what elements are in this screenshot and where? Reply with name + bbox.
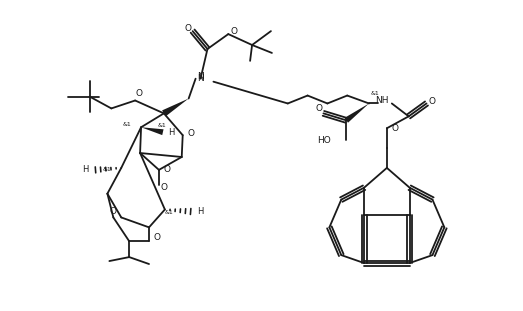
Text: &1: &1: [157, 123, 166, 128]
Text: O: O: [316, 104, 323, 113]
Text: O: O: [429, 97, 436, 106]
Text: NH: NH: [375, 96, 389, 105]
Text: O: O: [135, 89, 143, 98]
Polygon shape: [141, 127, 164, 135]
Text: H: H: [83, 165, 89, 174]
Text: &1: &1: [164, 210, 173, 215]
Text: O: O: [161, 183, 167, 192]
Text: O: O: [110, 207, 117, 216]
Polygon shape: [345, 104, 369, 123]
Text: O: O: [163, 165, 170, 174]
Text: O: O: [231, 27, 238, 36]
Text: N: N: [197, 72, 204, 81]
Text: O: O: [391, 124, 399, 133]
Text: &1: &1: [371, 91, 379, 96]
Polygon shape: [162, 99, 189, 116]
Text: H: H: [197, 207, 204, 216]
Text: HO: HO: [317, 136, 332, 145]
Text: N: N: [197, 74, 204, 83]
Text: &1: &1: [123, 122, 132, 127]
Text: O: O: [187, 129, 194, 138]
Text: O: O: [153, 233, 161, 242]
Text: H: H: [168, 128, 174, 137]
Text: O: O: [184, 24, 191, 33]
Text: &1: &1: [103, 167, 112, 172]
